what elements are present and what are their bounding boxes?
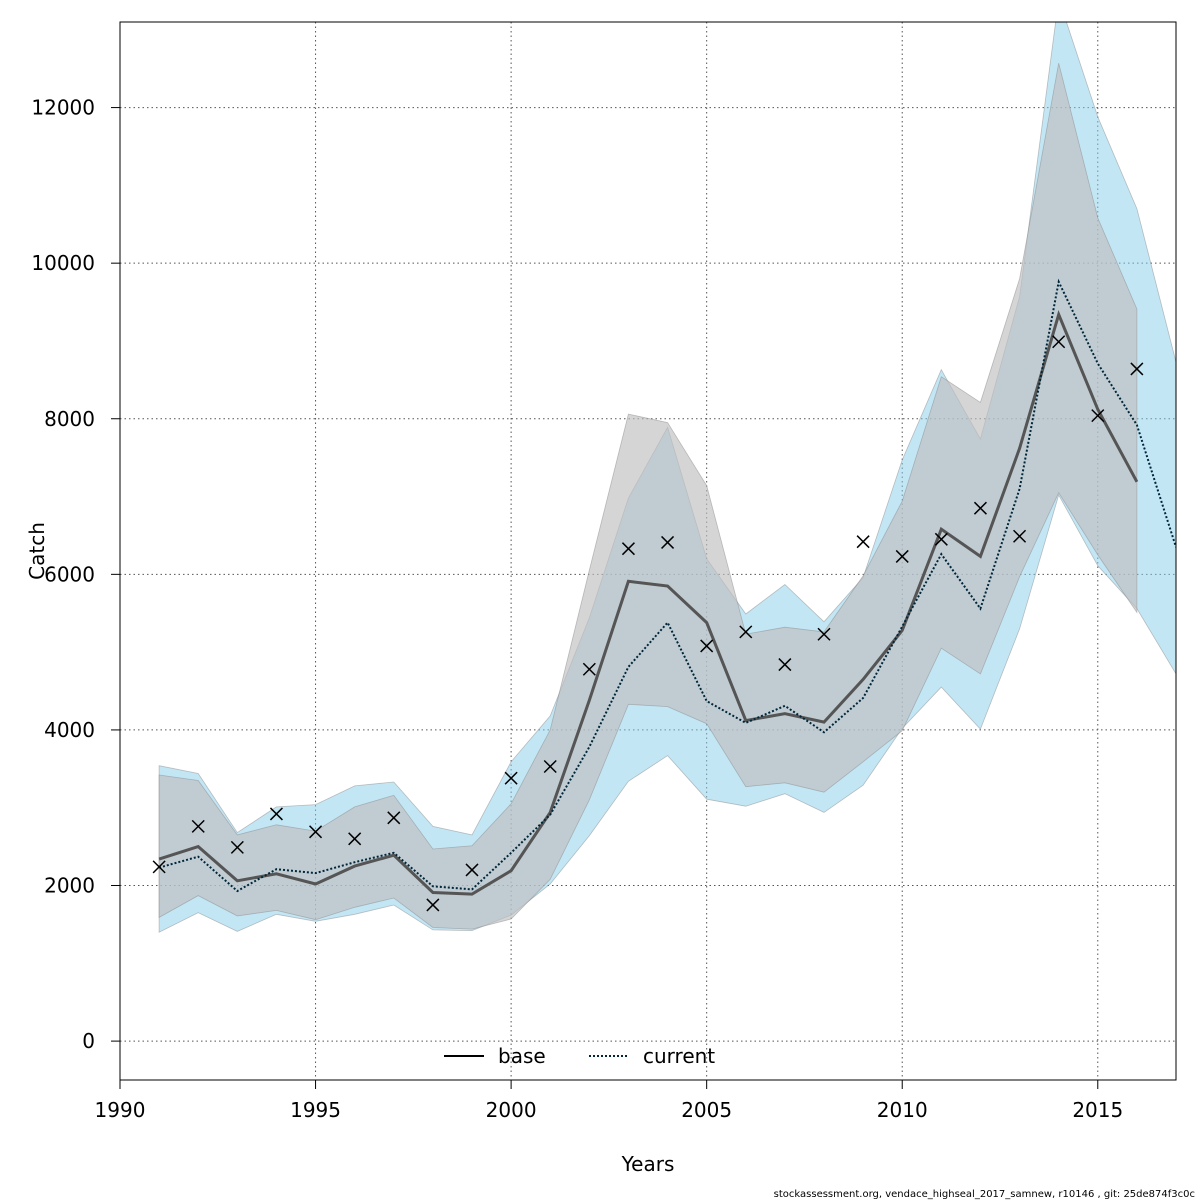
observation-stroke-b (269, 807, 283, 821)
footer-credit: stockassessment.org, vendace_highseal_20… (774, 1189, 1195, 1200)
observation-stroke-b (895, 549, 909, 563)
observation-stroke-b (465, 863, 479, 877)
observation-stroke-b (543, 759, 557, 774)
series-lines (158, 278, 1176, 896)
observation-markers (152, 335, 1144, 912)
observation-stroke-b (230, 840, 244, 854)
x-tick-label-2015: 2015 (1072, 1098, 1123, 1122)
line-base (158, 309, 1139, 896)
observation-stroke-b (934, 532, 948, 546)
y-tick-label-6000: 6000 (44, 562, 95, 586)
observation-stroke-b (152, 860, 166, 874)
observation-point-1994 (269, 807, 283, 821)
observation-point-2006 (739, 625, 753, 639)
observation-point-2007 (778, 658, 792, 672)
y-tick-label-4000: 4000 (44, 718, 95, 742)
legend-label-base: base (498, 1044, 546, 1068)
legend: base current (444, 1044, 715, 1068)
y-tick-label-12000: 12000 (31, 96, 95, 120)
observation-point-1993 (230, 840, 244, 854)
observation-stroke-b (700, 639, 714, 653)
x-tick-label-2005: 2005 (681, 1098, 732, 1122)
y-tick-label-8000: 8000 (44, 407, 95, 431)
observation-point-2005 (700, 639, 714, 653)
observation-stroke-b (1091, 409, 1105, 423)
observation-point-1997 (387, 811, 401, 825)
x-tick-label-1995: 1995 (290, 1098, 341, 1122)
observation-stroke-b (426, 898, 440, 912)
observation-stroke-b (973, 501, 987, 515)
legend-label-current: current (643, 1044, 715, 1068)
observation-stroke-b (582, 662, 596, 676)
observation-point-1999 (465, 863, 479, 877)
observation-stroke-b (191, 819, 205, 833)
observation-stroke-b (739, 625, 753, 639)
x-tick-label-1990: 1990 (95, 1098, 146, 1122)
observation-point-2010 (895, 549, 909, 563)
observation-point-2009 (856, 535, 870, 549)
band-base (158, 63, 1138, 930)
observation-point-2011 (934, 532, 948, 546)
observation-point-2012 (973, 501, 987, 515)
observation-point-2001 (543, 759, 557, 774)
x-axis-title: Years (621, 1152, 675, 1176)
y-axis-title: Catch (25, 522, 49, 580)
observation-point-1991 (152, 860, 166, 874)
observation-point-2013 (1013, 529, 1027, 543)
y-tick-label-10000: 10000 (31, 251, 95, 275)
y-axis: 0 2000 4000 6000 8000 10000 12000 (31, 96, 120, 1053)
observation-stroke-b (348, 832, 362, 846)
x-axis: 1990 1995 2000 2005 2010 2015 (95, 1080, 1123, 1122)
observation-point-2014 (1052, 335, 1066, 349)
y-tick-label-0: 0 (82, 1029, 95, 1053)
observation-stroke-b (621, 542, 635, 556)
observation-point-2015 (1091, 409, 1105, 423)
observation-stroke-b (661, 535, 675, 549)
line-current (158, 278, 1176, 893)
observation-stroke-b (504, 771, 518, 785)
observation-point-2003 (621, 542, 635, 556)
x-tick-label-2010: 2010 (877, 1098, 928, 1122)
observation-point-1992 (191, 819, 205, 833)
observation-point-2000 (504, 771, 518, 785)
observation-point-2004 (661, 535, 675, 549)
observation-point-1995 (309, 825, 323, 839)
observation-stroke-b (309, 825, 323, 839)
observation-stroke-b (1130, 362, 1144, 376)
observation-stroke-b (1052, 335, 1066, 349)
observation-point-2016 (1130, 362, 1144, 376)
observation-stroke-b (856, 535, 870, 549)
observation-point-1998 (426, 898, 440, 912)
observation-stroke-b (387, 811, 401, 825)
plot-frame (119, 21, 1177, 1081)
observation-point-2002 (582, 662, 596, 676)
observation-stroke-b (778, 658, 792, 672)
x-tick-label-2000: 2000 (486, 1098, 537, 1122)
confidence-bands (158, 22, 1176, 933)
observation-stroke-b (817, 627, 831, 641)
observation-point-1996 (348, 832, 362, 846)
observation-stroke-b (1013, 529, 1027, 543)
observation-point-2008 (817, 627, 831, 641)
y-tick-label-2000: 2000 (44, 874, 95, 898)
